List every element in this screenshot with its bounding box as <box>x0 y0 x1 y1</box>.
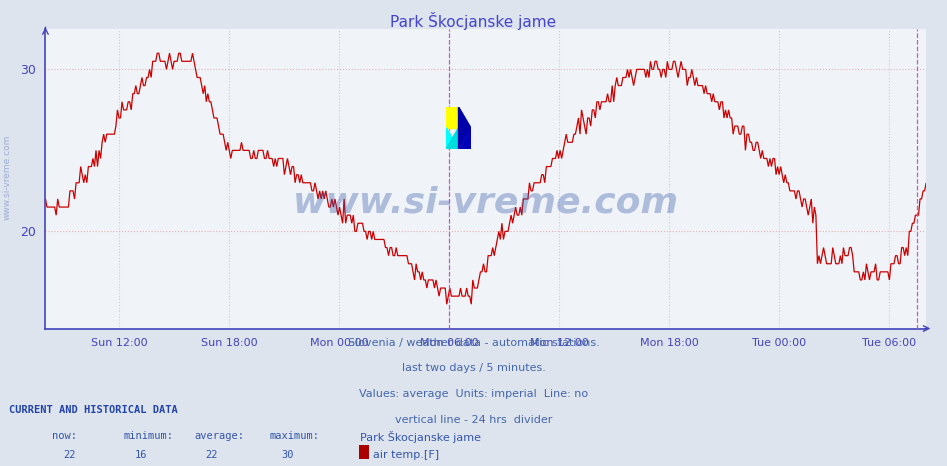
Text: minimum:: minimum: <box>123 431 173 441</box>
Text: 30: 30 <box>281 450 294 459</box>
Text: 22: 22 <box>205 450 218 459</box>
Text: average:: average: <box>194 431 244 441</box>
Polygon shape <box>458 107 471 149</box>
Text: www.si-vreme.com: www.si-vreme.com <box>3 134 12 220</box>
Polygon shape <box>446 107 458 128</box>
Polygon shape <box>458 128 471 149</box>
Polygon shape <box>446 128 458 149</box>
Text: CURRENT AND HISTORICAL DATA: CURRENT AND HISTORICAL DATA <box>9 405 178 415</box>
Text: Values: average  Units: imperial  Line: no: Values: average Units: imperial Line: no <box>359 389 588 399</box>
Text: Slovenia / weather data - automatic stations.: Slovenia / weather data - automatic stat… <box>348 338 599 348</box>
Text: Park Škocjanske jame: Park Škocjanske jame <box>360 431 481 443</box>
Text: 16: 16 <box>134 450 147 459</box>
Text: Park Škocjanske jame: Park Škocjanske jame <box>390 12 557 30</box>
Text: vertical line - 24 hrs  divider: vertical line - 24 hrs divider <box>395 415 552 425</box>
Text: last two days / 5 minutes.: last two days / 5 minutes. <box>402 363 545 373</box>
Text: 22: 22 <box>63 450 76 459</box>
Text: air temp.[F]: air temp.[F] <box>373 450 439 459</box>
Text: now:: now: <box>52 431 77 441</box>
Text: maximum:: maximum: <box>270 431 320 441</box>
Polygon shape <box>446 107 458 128</box>
Text: www.si-vreme.com: www.si-vreme.com <box>293 185 679 219</box>
Polygon shape <box>446 128 458 149</box>
